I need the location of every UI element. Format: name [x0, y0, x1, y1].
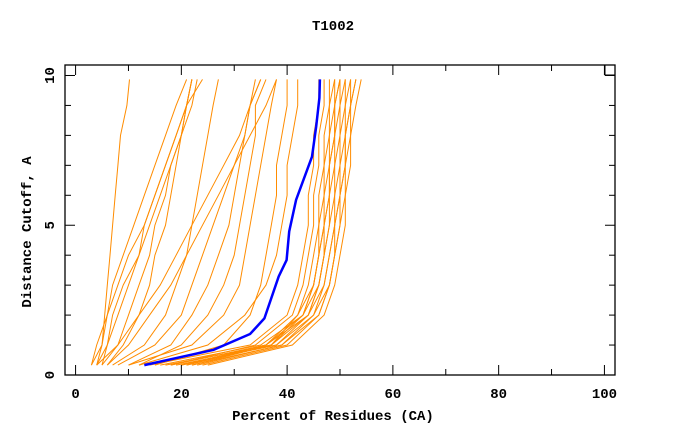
- x-tick-label: 80: [490, 387, 507, 403]
- x-tick-label: 100: [592, 387, 617, 403]
- y-tick-label: 0: [43, 371, 59, 379]
- model-curve-1: [96, 79, 130, 366]
- x-tick-label: 0: [71, 387, 79, 403]
- model-curve-4: [101, 79, 198, 366]
- model-curve-26: [181, 79, 357, 366]
- y-tick-label: 5: [43, 221, 59, 229]
- model-curve-27: [207, 79, 362, 366]
- model-curve-22: [186, 79, 346, 366]
- model-curve-30: [186, 79, 336, 366]
- chart-title: T1002: [312, 19, 354, 35]
- model-curve-23: [197, 79, 346, 366]
- highlight-curve: [144, 79, 322, 367]
- x-tick-label: 20: [173, 387, 190, 403]
- model-curve-13: [128, 79, 277, 366]
- model-curve-25: [202, 79, 352, 366]
- model-curve-16: [138, 79, 299, 366]
- model-curve-28: [191, 79, 357, 366]
- model-curve-10: [128, 79, 262, 366]
- plot-area: [90, 79, 362, 367]
- model-curve-29: [170, 79, 341, 366]
- x-axis-label: Percent of Residues (CA): [232, 409, 434, 425]
- model-curve-5: [90, 79, 203, 366]
- axes: 0 20 40 60 80 100 0 5 10: [43, 64, 617, 403]
- model-curve-7: [106, 79, 193, 366]
- x-tick-label: 40: [279, 387, 296, 403]
- model-curve-8: [112, 79, 219, 366]
- model-curve-14: [106, 79, 277, 366]
- legend-box: [604, 64, 616, 76]
- x-tick-label: 60: [384, 387, 401, 403]
- model-curve-11: [96, 79, 262, 366]
- y-tick-label: 10: [43, 67, 59, 84]
- model-curve-2: [90, 79, 188, 366]
- model-curve-15: [154, 79, 288, 366]
- y-axis-label: Distance Cutoff, A: [20, 156, 36, 308]
- model-curve-17: [170, 79, 325, 366]
